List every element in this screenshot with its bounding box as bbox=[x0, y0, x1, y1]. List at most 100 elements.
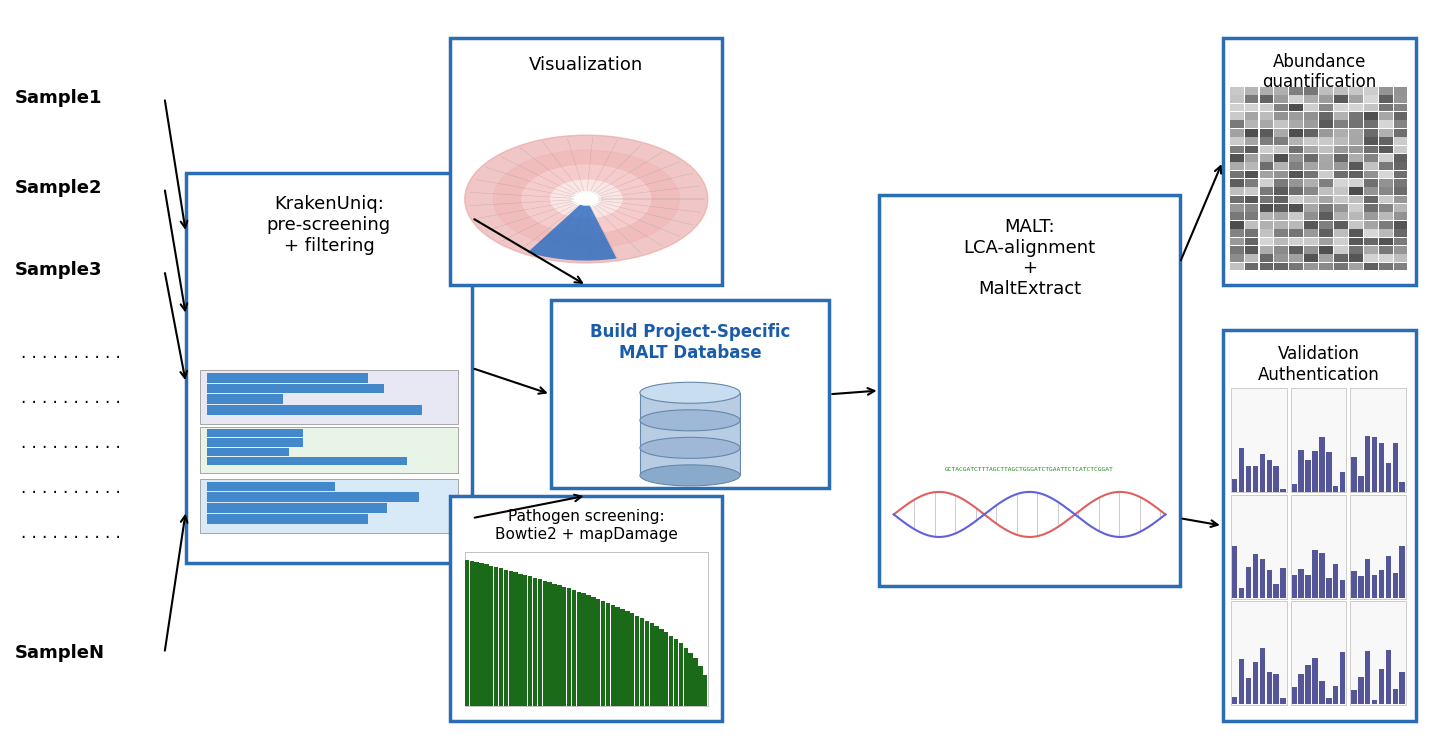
Bar bbox=[1267, 672, 1273, 704]
Bar bbox=[1290, 170, 1303, 179]
Bar bbox=[1379, 442, 1384, 492]
Bar bbox=[1386, 463, 1391, 492]
Bar bbox=[1394, 179, 1407, 187]
Bar bbox=[1364, 196, 1377, 204]
Bar bbox=[1394, 187, 1407, 195]
Bar bbox=[1244, 128, 1258, 137]
Bar bbox=[1304, 204, 1318, 212]
Text: Sample3: Sample3 bbox=[14, 261, 102, 279]
Bar bbox=[1364, 170, 1377, 179]
Bar bbox=[1260, 196, 1273, 204]
Bar bbox=[1364, 237, 1377, 246]
Bar bbox=[1274, 120, 1288, 128]
Bar bbox=[1231, 479, 1237, 492]
Bar bbox=[509, 571, 513, 706]
Bar bbox=[1290, 137, 1303, 145]
Text: Validation
Authentication: Validation Authentication bbox=[1258, 345, 1380, 385]
Bar bbox=[1334, 187, 1348, 195]
Bar bbox=[1379, 255, 1393, 262]
Bar bbox=[1304, 112, 1318, 120]
Bar bbox=[1290, 120, 1303, 128]
Bar bbox=[1364, 112, 1377, 120]
Bar bbox=[1290, 229, 1303, 237]
Bar bbox=[1394, 104, 1407, 111]
Bar bbox=[601, 601, 605, 706]
Bar bbox=[538, 579, 542, 706]
Bar bbox=[615, 607, 619, 706]
Bar bbox=[1393, 689, 1399, 704]
Bar bbox=[698, 665, 702, 706]
Bar bbox=[1290, 104, 1303, 111]
Bar bbox=[1400, 546, 1404, 598]
Text: Abundance
quantification: Abundance quantification bbox=[1263, 53, 1376, 92]
Bar bbox=[1274, 179, 1288, 187]
Bar bbox=[1291, 484, 1297, 492]
Bar bbox=[1334, 229, 1348, 237]
Bar bbox=[1291, 575, 1297, 598]
Bar bbox=[1244, 246, 1258, 254]
Bar bbox=[1290, 95, 1303, 103]
Bar bbox=[1340, 472, 1346, 492]
Bar bbox=[1364, 255, 1377, 262]
Bar bbox=[1334, 120, 1348, 128]
Bar bbox=[1260, 162, 1273, 170]
Bar bbox=[1290, 187, 1303, 195]
Bar bbox=[1244, 146, 1258, 153]
Bar bbox=[1379, 237, 1393, 246]
Bar bbox=[1290, 237, 1303, 246]
FancyBboxPatch shape bbox=[1350, 495, 1406, 599]
Bar bbox=[1244, 170, 1258, 179]
Bar bbox=[1379, 137, 1393, 145]
Bar bbox=[1260, 229, 1273, 237]
Bar bbox=[1274, 154, 1288, 161]
Bar bbox=[1394, 263, 1407, 270]
Bar bbox=[1280, 569, 1286, 598]
Bar bbox=[1379, 162, 1393, 170]
Text: . . . . . . . . . .: . . . . . . . . . . bbox=[21, 389, 122, 407]
Bar bbox=[1230, 104, 1244, 111]
Bar bbox=[1334, 154, 1348, 161]
Bar bbox=[1334, 128, 1348, 137]
Bar bbox=[1304, 146, 1318, 153]
Bar bbox=[1274, 187, 1288, 195]
Bar bbox=[1274, 213, 1288, 220]
Bar bbox=[1230, 179, 1244, 187]
Bar bbox=[1274, 255, 1288, 262]
Bar bbox=[1334, 146, 1348, 153]
Bar bbox=[1318, 112, 1333, 120]
Bar bbox=[582, 593, 586, 706]
Bar bbox=[1334, 196, 1348, 204]
Bar bbox=[1260, 170, 1273, 179]
Bar bbox=[1238, 448, 1244, 492]
Bar bbox=[1244, 104, 1258, 111]
FancyBboxPatch shape bbox=[1350, 388, 1406, 493]
Text: . . . . . . . . . .: . . . . . . . . . . bbox=[21, 524, 122, 542]
Bar bbox=[1348, 137, 1363, 145]
Bar bbox=[1379, 87, 1393, 95]
Bar bbox=[1306, 575, 1311, 598]
Bar bbox=[1244, 229, 1258, 237]
Text: MALT:
LCA-alignment
+
MaltExtract: MALT: LCA-alignment + MaltExtract bbox=[964, 218, 1095, 298]
Bar bbox=[1371, 437, 1377, 492]
Bar bbox=[1260, 213, 1273, 220]
Bar bbox=[1348, 221, 1363, 228]
Bar bbox=[523, 575, 528, 706]
Bar bbox=[552, 584, 556, 706]
Bar bbox=[1304, 179, 1318, 187]
Bar bbox=[1400, 481, 1404, 492]
Text: SampleN: SampleN bbox=[14, 644, 104, 662]
Bar bbox=[1318, 213, 1333, 220]
Bar bbox=[1274, 128, 1288, 137]
Bar bbox=[1313, 658, 1317, 704]
Bar bbox=[1379, 570, 1384, 598]
Bar bbox=[1394, 162, 1407, 170]
Bar bbox=[1348, 179, 1363, 187]
Bar bbox=[1230, 154, 1244, 161]
Bar bbox=[1230, 128, 1244, 137]
Bar bbox=[1304, 87, 1318, 95]
Bar bbox=[1394, 229, 1407, 237]
Bar bbox=[1358, 476, 1364, 492]
Bar bbox=[1230, 187, 1244, 195]
Bar bbox=[1371, 575, 1377, 598]
Bar bbox=[1394, 196, 1407, 204]
